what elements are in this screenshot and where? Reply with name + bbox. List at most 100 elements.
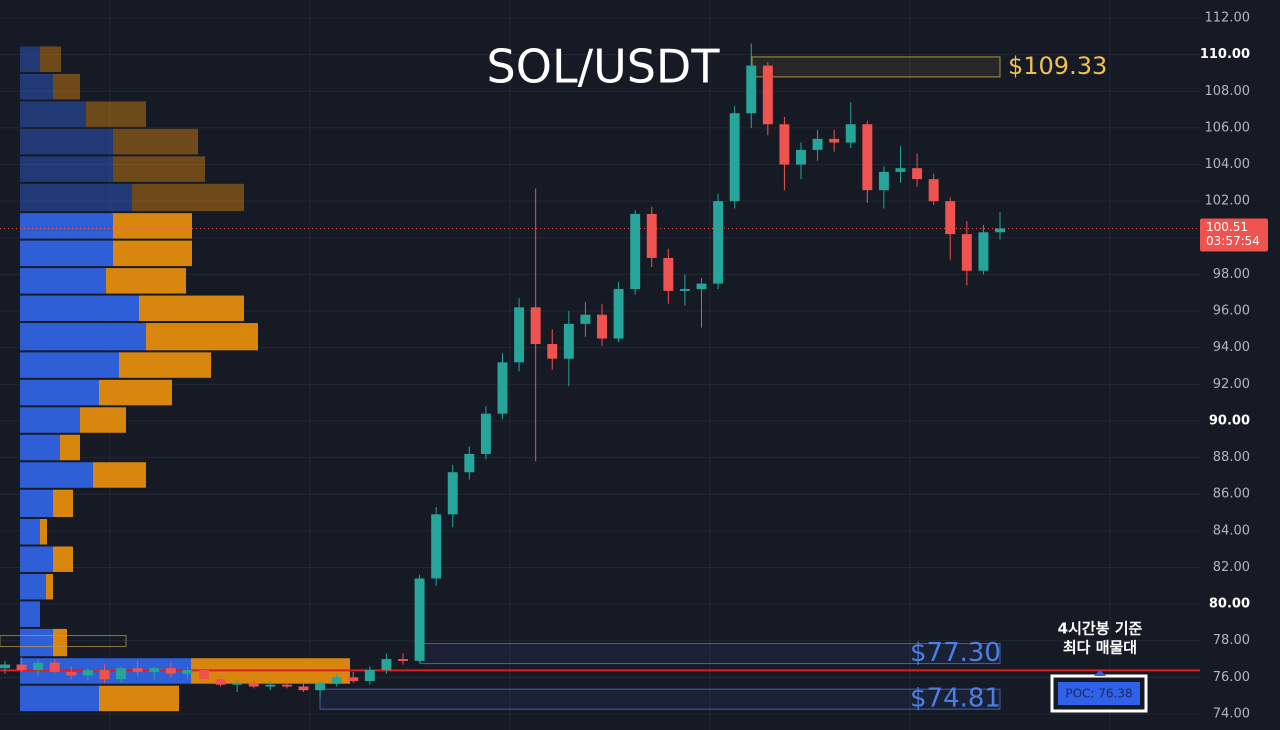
candle-body: [149, 668, 160, 672]
y-tick-label: 96.00: [1213, 304, 1250, 319]
level-box: [319, 688, 1001, 710]
profile-buy: [20, 379, 99, 406]
profile-sell: [99, 685, 179, 712]
profile-sell: [46, 573, 53, 600]
poc-badge: [1058, 682, 1140, 705]
profile-sell: [106, 268, 186, 294]
profile-sell: [53, 628, 67, 657]
profile-sell: [93, 462, 146, 488]
profile-sell: [40, 519, 47, 545]
profile-buy: [20, 628, 53, 657]
candle-body: [199, 670, 209, 680]
candle-body: [679, 289, 690, 291]
candle-body: [696, 283, 707, 290]
level-box: [0, 635, 127, 648]
y-tick-label: 90.00: [1209, 413, 1250, 428]
candle-body: [82, 670, 93, 676]
profile-buy: [20, 462, 93, 488]
profile-buy: [20, 519, 40, 545]
candle-body: [978, 232, 989, 271]
candle-body: [829, 138, 840, 143]
profile-sell: [146, 323, 258, 351]
candle-body: [331, 677, 342, 683]
candle-body: [895, 168, 906, 172]
profile-buy: [20, 46, 40, 72]
profile-buy: [20, 213, 113, 239]
candle-body: [348, 677, 359, 682]
candle-body: [66, 671, 77, 676]
y-tick-label: 106.00: [1205, 120, 1251, 135]
profile-sell: [113, 156, 205, 182]
candle-body: [762, 65, 773, 125]
y-tick-label: 98.00: [1213, 267, 1250, 282]
candle-body: [116, 668, 127, 680]
candle-body: [315, 682, 326, 691]
candle-body: [464, 453, 475, 473]
poc-note: 최다 매물대: [1063, 639, 1137, 657]
profile-buy: [20, 101, 86, 127]
candle-body: [16, 664, 27, 671]
candle-body: [862, 124, 873, 191]
level-box: [751, 56, 1001, 78]
profile-sell: [113, 128, 198, 155]
y-tick-label: 94.00: [1213, 340, 1250, 355]
y-tick-label: 92.00: [1213, 377, 1250, 392]
profile-buy: [20, 183, 132, 212]
y-tick-label: 112.00: [1205, 11, 1251, 26]
price-tag-countdown: 03:57:54: [1206, 234, 1260, 248]
candle-body: [33, 662, 44, 671]
annotations: SOL/USDT POC: 76.38 4시간봉 기준 최다 매물대 74.00…: [487, 11, 1268, 722]
candle-body: [796, 149, 806, 165]
candle-body: [613, 289, 624, 339]
price-tag-value: 100.51: [1206, 220, 1248, 234]
candle-body: [530, 307, 541, 345]
profile-sell: [99, 379, 172, 406]
candle-body: [232, 682, 243, 685]
profile-sell: [60, 434, 80, 461]
profile-buy: [20, 407, 80, 433]
candle-body: [729, 113, 740, 202]
profile-sell: [53, 546, 73, 572]
candle-body: [497, 362, 508, 414]
y-tick-label: 110.00: [1200, 47, 1250, 62]
candle-body: [298, 686, 309, 691]
candle-body: [646, 213, 657, 258]
candle-body: [0, 664, 10, 669]
candle-body: [563, 323, 574, 359]
y-tick-label: 84.00: [1213, 523, 1250, 538]
candle-body: [215, 679, 226, 685]
profile-sell: [86, 101, 146, 127]
level-label: $109.33: [1008, 52, 1107, 80]
profile-buy: [20, 352, 119, 378]
candle-body: [928, 179, 939, 202]
profile-sell: [139, 295, 244, 322]
profile-buy: [20, 240, 113, 267]
price-tag: [1200, 218, 1268, 252]
y-tick-label: 82.00: [1213, 560, 1250, 575]
profile-sell: [80, 407, 126, 433]
candle-body: [49, 662, 60, 672]
profile-sell: [53, 73, 80, 100]
candle-body: [265, 684, 276, 687]
candle-body: [713, 201, 724, 284]
y-tick-label: 74.00: [1213, 707, 1250, 722]
candle-body: [398, 659, 408, 661]
y-tick-label: 76.00: [1213, 670, 1250, 685]
y-tick-label: 86.00: [1213, 487, 1250, 502]
candle-body: [281, 684, 292, 687]
profile-sell: [113, 213, 192, 239]
profile-sell: [119, 352, 211, 378]
candle-body: [447, 472, 458, 515]
candle-body: [381, 659, 392, 671]
poc-label: POC: 76.38: [1065, 687, 1132, 701]
profile-buy: [20, 323, 146, 351]
level-label: $77.30: [910, 638, 1001, 668]
profile-buy: [20, 601, 40, 627]
candle-body: [663, 257, 674, 291]
candle-body: [414, 578, 425, 661]
y-tick-label: 104.00: [1205, 157, 1251, 172]
candle-body: [746, 65, 757, 114]
candle-body: [547, 344, 558, 359]
